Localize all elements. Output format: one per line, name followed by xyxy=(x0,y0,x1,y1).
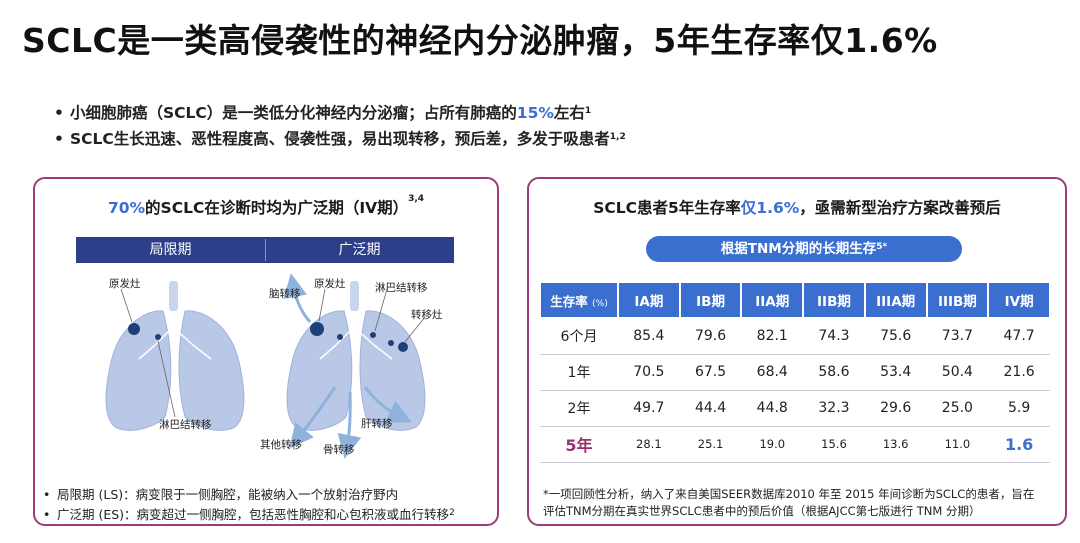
label-lymph-right: 淋巴结转移 xyxy=(375,282,428,294)
table-cell: 29.6 xyxy=(864,390,927,427)
table-cell: 50.4 xyxy=(926,354,989,391)
primary-tumor-dot xyxy=(128,323,140,335)
column-header: IB期 xyxy=(678,281,743,319)
label-brain: 脑转移 xyxy=(269,288,301,300)
table-cell: 25.0 xyxy=(926,390,989,427)
note-item: 广泛期 (ES)：病变超过一侧胸腔，包括恶性胸腔和心包积液或血行转移2 xyxy=(43,505,455,525)
intro-bullets: 小细胞肺癌（SCLC）是一类低分化神经内分泌瘤；占所有肺癌的15%左右1 SCL… xyxy=(54,100,626,152)
table-cell: 67.5 xyxy=(679,354,742,391)
table-cell: 49.7 xyxy=(618,390,680,427)
stage-panel: 70%的SCLC在诊断时均为广泛期（IV期）3,4 局限期 广泛期 xyxy=(33,177,499,526)
lymph-node-dot xyxy=(155,334,161,340)
table-row: 1年 70.5 67.5 68.4 58.6 53.4 50.4 21.6 xyxy=(540,354,1050,391)
extensive-stage-lungs xyxy=(283,273,426,459)
survival-panel-heading: SCLC患者5年生存率仅1.6%，亟需新型治疗方案改善预后 xyxy=(593,199,1001,217)
table-cell: 73.7 xyxy=(926,318,989,355)
metastasis-dot xyxy=(398,342,408,352)
label-primary-left: 原发灶 xyxy=(109,278,141,290)
extensive-stage-label: 广泛期 xyxy=(338,242,381,258)
reference-sup: 1,2 xyxy=(609,132,626,142)
table-cell: 75.6 xyxy=(864,318,927,355)
table-cell: 11.0 xyxy=(926,426,989,463)
highlight-value: 15% xyxy=(516,104,554,122)
table-cell: 5.9 xyxy=(988,390,1050,427)
column-header: IIA期 xyxy=(740,281,805,319)
table-corner-header: 生存率 (%) xyxy=(539,281,619,319)
column-header: IIIA期 xyxy=(863,281,928,319)
stage-notes: 局限期 (LS)：病变限于一侧胸腔，能被纳入一个放射治疗野内 广泛期 (ES)：… xyxy=(43,485,455,525)
table-cell: 79.6 xyxy=(679,318,742,355)
table-cell: 74.3 xyxy=(803,318,865,355)
table-cell: 32.3 xyxy=(803,390,865,427)
lung-illustration xyxy=(105,273,426,459)
table-cell: 47.7 xyxy=(988,318,1050,355)
bone-arrow xyxy=(337,391,362,459)
table-row: 6个月 85.4 79.6 82.1 74.3 75.6 73.7 47.7 xyxy=(540,318,1050,355)
table-cell: 28.1 xyxy=(618,426,680,463)
row-label: 1年 xyxy=(540,354,618,391)
label-liver: 肝转移 xyxy=(361,418,393,430)
tnm-survival-pill: 根据TNM分期的长期生存5* xyxy=(646,236,962,262)
column-header: IIB期 xyxy=(802,281,866,319)
row-label: 5年 xyxy=(540,426,618,463)
table-cell: 44.4 xyxy=(679,390,742,427)
survival-panel: SCLC患者5年生存率仅1.6%，亟需新型治疗方案改善预后 根据TNM分期的长期… xyxy=(527,177,1067,526)
table-cell: 21.6 xyxy=(988,354,1050,391)
lymph-node-dot xyxy=(370,332,376,338)
column-header: IA期 xyxy=(617,281,681,319)
table-cell: 13.6 xyxy=(864,426,927,463)
primary-tumor-dot xyxy=(310,322,324,336)
liver-arrow xyxy=(363,386,412,423)
table-cell: 70.5 xyxy=(618,354,680,391)
survival-table: 生存率 (%) IA期 IB期 IIA期 IIB期 IIIA期 IIIB期 IV… xyxy=(539,281,1051,463)
survival-footnote: *一项回顾性分析，纳入了来自美国SEER数据库2010 年至 2015 年间诊断… xyxy=(543,487,1035,518)
stage-panel-heading: 70%的SCLC在诊断时均为广泛期（IV期）3,4 xyxy=(107,194,425,217)
table-cell: 68.4 xyxy=(741,354,804,391)
table-header-row: 生存率 (%) IA期 IB期 IIA期 IIB期 IIIA期 IIIB期 IV… xyxy=(539,281,1051,319)
label-lymph-left: 淋巴结转移 xyxy=(159,419,212,431)
table-cell: 58.6 xyxy=(803,354,865,391)
other-arrow xyxy=(289,386,337,449)
stage-header-bar: 局限期 广泛期 xyxy=(76,237,454,263)
label-bone: 骨转移 xyxy=(323,444,355,456)
table-cell: 44.8 xyxy=(741,390,804,427)
column-header: IV期 xyxy=(987,281,1051,319)
lymph-node-dot xyxy=(337,334,343,340)
row-label: 2年 xyxy=(540,390,618,427)
column-header: IIIB期 xyxy=(925,281,990,319)
table-cell: 19.0 xyxy=(741,426,804,463)
divider xyxy=(265,239,266,261)
highlight-cell: 1.6 xyxy=(988,426,1050,463)
brain-arrow xyxy=(283,273,312,323)
limited-stage-lungs xyxy=(105,281,245,431)
lymph-node-dot xyxy=(388,340,394,346)
page-title: SCLC是一类高侵袭性的神经内分泌肿瘤，5年生存率仅1.6% xyxy=(22,21,938,60)
label-primary-right: 原发灶 xyxy=(314,278,346,290)
table-row: 2年 49.7 44.4 44.8 32.3 29.6 25.0 5.9 xyxy=(540,390,1050,427)
table-row: 5年 28.1 25.1 19.0 15.6 13.6 11.0 1.6 xyxy=(540,426,1050,463)
note-item: 局限期 (LS)：病变限于一侧胸腔，能被纳入一个放射治疗野内 xyxy=(43,485,455,505)
table-cell: 53.4 xyxy=(864,354,927,391)
label-other: 其他转移 xyxy=(260,439,302,451)
table-cell: 82.1 xyxy=(741,318,804,355)
table-cell: 25.1 xyxy=(679,426,742,463)
bullet-item: 小细胞肺癌（SCLC）是一类低分化神经内分泌瘤；占所有肺癌的15%左右1 xyxy=(54,100,626,126)
table-cell: 85.4 xyxy=(618,318,680,355)
bullet-item: SCLC生长迅速、恶性程度高、侵袭性强，易出现转移，预后差，多发于吸患者1,2 xyxy=(54,126,626,152)
label-metastasis: 转移灶 xyxy=(411,309,443,321)
limited-stage-label: 局限期 xyxy=(149,242,192,258)
reference-sup: 1 xyxy=(584,106,592,116)
table-cell: 15.6 xyxy=(803,426,865,463)
row-label: 6个月 xyxy=(540,318,618,355)
